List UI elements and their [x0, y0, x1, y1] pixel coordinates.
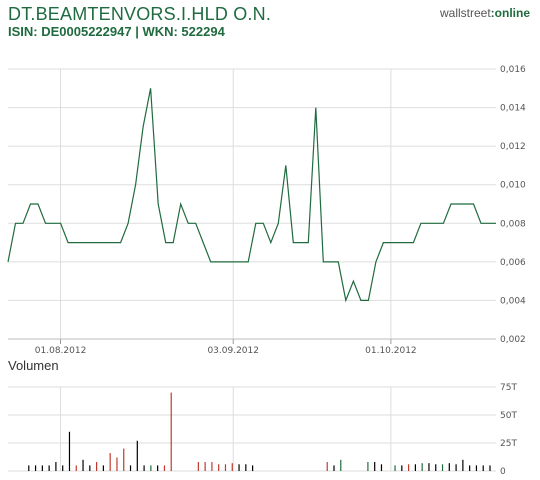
price-y-tick-label: 0,002 — [500, 335, 526, 345]
price-y-tick-label: 0,008 — [500, 219, 526, 229]
volume-y-tick-label: 75T — [500, 383, 517, 393]
price-y-tick-label: 0,014 — [500, 104, 526, 114]
price-x-tick-label: 03.09.2012 — [207, 346, 259, 356]
price-series-line — [7, 88, 496, 303]
volume-label: Volumen — [8, 358, 59, 373]
isin-wkn-subtitle: ISIN: DE0005222947 | WKN: 522294 — [8, 24, 225, 39]
volume-y-tick-label: 0 — [500, 467, 506, 477]
price-y-tick-label: 0,010 — [500, 181, 526, 191]
volume-y-tick-label: 50T — [500, 411, 517, 421]
stock-title: DT.BEAMTENVORS.I.HLD O.N. — [8, 4, 272, 24]
price-y-tick-label: 0,004 — [500, 296, 526, 306]
price-y-tick-label: 0,016 — [500, 65, 526, 75]
price-y-tick-label: 0,012 — [500, 142, 526, 152]
brand-logo[interactable]: wallstreet:online — [440, 6, 530, 20]
brand-prefix: wallstreet — [439, 6, 491, 20]
price-x-tick-label: 01.10.2012 — [365, 346, 417, 356]
price-x-tick-label: 01.08.2012 — [35, 346, 87, 356]
volume-y-tick-label: 25T — [500, 439, 517, 449]
price-y-tick-label: 0,006 — [500, 258, 526, 268]
brand-suffix: :online — [490, 6, 530, 20]
